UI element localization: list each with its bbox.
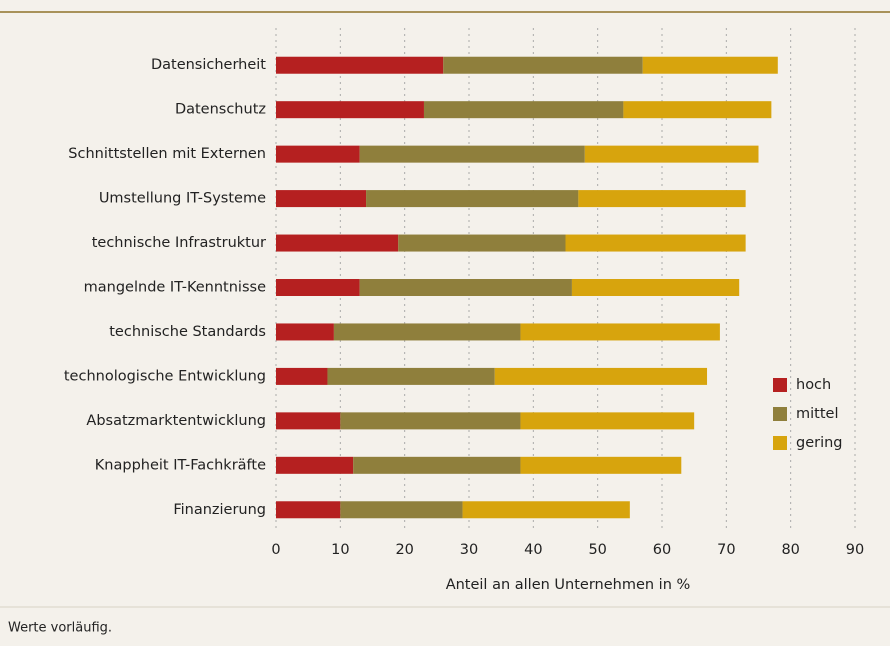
y-tick-label: Schnittstellen mit Externen (68, 146, 266, 162)
bar-segment (462, 501, 630, 519)
x-tick-label: 90 (846, 542, 864, 558)
y-tick-label: Datenschutz (175, 102, 266, 118)
bar-segment (340, 501, 463, 519)
bar-segment (578, 190, 746, 208)
legend-swatch (773, 407, 787, 421)
bar-segment (276, 456, 354, 474)
bar-segment (366, 190, 579, 208)
bar-segment (276, 234, 399, 252)
bar-segment (443, 56, 643, 74)
bar-segment (276, 323, 334, 341)
bar-segment (276, 145, 360, 163)
bar-segment (398, 234, 566, 252)
bar-segment (276, 367, 328, 385)
legend-label: mittel (796, 406, 838, 422)
bar-segment (584, 145, 759, 163)
bar-segment (333, 323, 521, 341)
bar-segment (423, 101, 624, 119)
x-tick-label: 80 (781, 542, 799, 558)
bar-segment (276, 279, 360, 296)
x-tick-label: 60 (653, 542, 671, 558)
legend-swatch (773, 378, 787, 392)
bar-segment (353, 456, 521, 474)
x-tick-label: 0 (271, 542, 280, 558)
y-tick-label: Datensicherheit (151, 57, 266, 73)
bar-segment (327, 367, 495, 385)
bar-segment (359, 145, 585, 163)
x-tick-label: 30 (460, 542, 478, 558)
legend-swatch (773, 436, 787, 450)
x-axis-label: Anteil an allen Unternehmen in % (446, 577, 691, 593)
x-tick-label: 70 (717, 542, 735, 558)
y-tick-label: technologische Entwicklung (64, 368, 266, 384)
bar-segment (276, 412, 341, 430)
bar-segment (623, 101, 772, 119)
x-tick-label: 40 (524, 542, 542, 558)
y-tick-label: Umstellung IT-Systeme (99, 191, 266, 207)
y-tick-label: technische Infrastruktur (92, 235, 266, 251)
bar-segment (276, 56, 444, 74)
x-tick-label: 10 (331, 542, 349, 558)
bar-segment (359, 279, 572, 296)
legend-label: gering (796, 435, 843, 451)
y-tick-label: mangelnde IT-Kenntnisse (84, 280, 266, 296)
footnote: Werte vorläufig. (8, 621, 112, 636)
bar-segment (276, 190, 367, 208)
x-tick-label: 20 (395, 542, 413, 558)
bar-segment (276, 501, 341, 519)
legend-label: hoch (796, 377, 831, 393)
y-tick-label: Knappheit IT-Fachkräfte (95, 457, 266, 473)
bar-segment (340, 412, 521, 430)
bar-segment (520, 323, 720, 341)
bar-segment (520, 456, 682, 474)
bar-segment (571, 279, 740, 296)
bar-segment (520, 412, 695, 430)
y-tick-label: Finanzierung (173, 502, 266, 518)
y-tick-label: Absatzmarktentwicklung (86, 413, 266, 429)
bar-segment (494, 367, 708, 385)
y-tick-label: technische Standards (109, 324, 266, 340)
bar-segment (565, 234, 746, 252)
bar-segment (276, 101, 424, 119)
x-tick-label: 50 (588, 542, 606, 558)
bar-segment (642, 56, 778, 74)
